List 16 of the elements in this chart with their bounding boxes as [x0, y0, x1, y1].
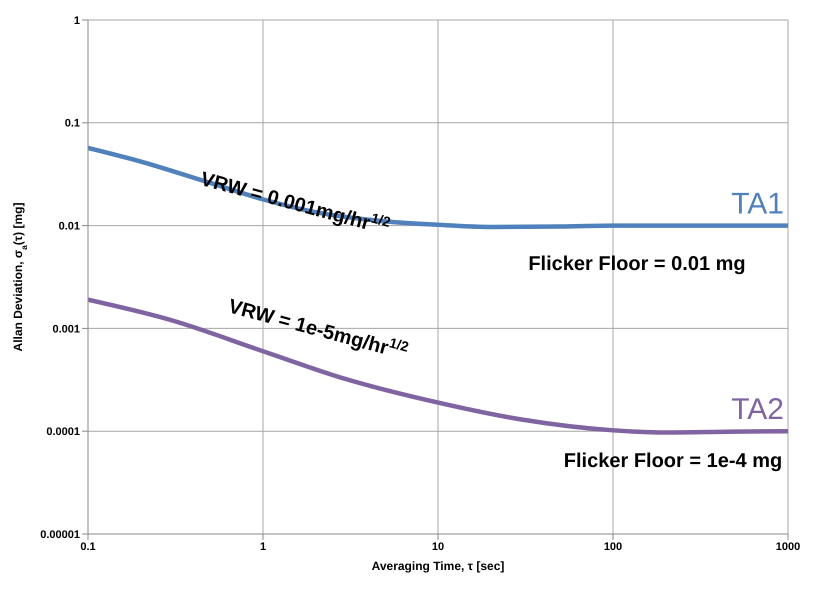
y-tick-label: 1 — [74, 14, 80, 27]
annotation: Flicker Floor = 1e-4 mg — [564, 450, 782, 472]
x-tick-label: 0.1 — [80, 540, 96, 553]
x-tick-label: 100 — [604, 540, 622, 553]
y-tick-label: 0.00001 — [40, 528, 80, 541]
x-tick-label: 10 — [432, 540, 444, 553]
x-tick-label: 1 — [260, 540, 266, 553]
series-label: TA2 — [731, 393, 784, 426]
y-tick-label: 0.01 — [58, 220, 80, 233]
y-tick-label: 0.0001 — [46, 426, 80, 438]
series-label: TA1 — [731, 188, 784, 221]
annotation: Flicker Floor = 0.01 mg — [528, 253, 746, 275]
y-tick-label: 0.1 — [64, 118, 80, 130]
y-tick-label: 0.001 — [52, 323, 80, 336]
x-tick-label: 1000 — [776, 540, 800, 553]
x-axis-title: Averaging Time, τ [sec] — [372, 559, 504, 573]
